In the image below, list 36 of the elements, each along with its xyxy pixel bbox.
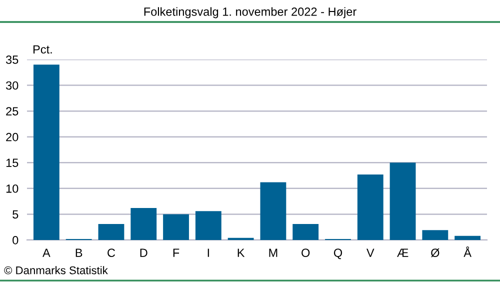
- x-tick-label: K: [238, 248, 245, 257]
- bar: [195, 211, 222, 240]
- x-tick-label: D: [140, 248, 148, 257]
- x-tick-label: C: [108, 248, 116, 257]
- x-tick-label: Å: [464, 246, 472, 257]
- x-tick-label: Q: [334, 248, 342, 260]
- text: © Danmarks Statistik: [4, 266, 108, 274]
- x-tick-label: O: [302, 248, 310, 257]
- chart-title: Folketingsvalg 1. november 2022 - Højer: [144, 7, 356, 18]
- y-tick-label: 35: [6, 56, 18, 64]
- y-tick-label: 5: [12, 210, 18, 219]
- y-tick-label: 20: [6, 132, 18, 142]
- y-tick-label: 15: [6, 158, 18, 168]
- y-tick-label: 30: [6, 81, 18, 90]
- y-tick-label: 25: [6, 107, 18, 116]
- x-tick-label: Æ: [397, 248, 408, 257]
- bar: [357, 174, 384, 240]
- y-tick-label: 0: [12, 236, 18, 244]
- bar: [130, 208, 157, 240]
- y-axis-title: Pct.: [33, 45, 52, 54]
- bar: [163, 214, 189, 240]
- bar: [292, 224, 319, 240]
- bar: [33, 64, 60, 240]
- x-tick-label: A: [42, 248, 50, 257]
- x-tick-label: I: [208, 248, 209, 257]
- x-tick-label: M: [269, 248, 278, 257]
- x-tick-label: F: [173, 248, 180, 257]
- bar: [454, 236, 481, 240]
- bar: [260, 182, 286, 240]
- bar: [422, 230, 448, 240]
- x-tick-label: Ø: [430, 248, 440, 258]
- x-tick-label: B: [76, 248, 82, 257]
- bar: [390, 162, 416, 240]
- bar: [98, 224, 124, 240]
- y-tick-label: 10: [6, 184, 18, 193]
- x-tick-label: V: [366, 248, 374, 257]
